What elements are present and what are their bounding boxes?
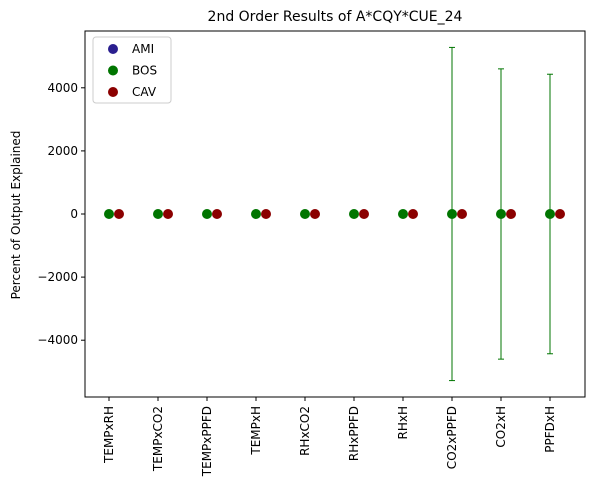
data-point-bos bbox=[545, 209, 555, 219]
y-tick-label: −2000 bbox=[37, 270, 78, 284]
x-tick-label: RHxH bbox=[396, 406, 410, 440]
x-tick-label: RHxCO2 bbox=[298, 406, 312, 456]
legend-label: BOS bbox=[132, 64, 157, 78]
data-point-bos bbox=[447, 209, 457, 219]
data-point-bos bbox=[104, 209, 114, 219]
x-tick-label: TEMPxRH bbox=[102, 406, 116, 464]
data-point-cav bbox=[457, 209, 467, 219]
data-point-cav bbox=[310, 209, 320, 219]
data-point-bos bbox=[202, 209, 212, 219]
y-tick-label: 4000 bbox=[47, 81, 78, 95]
y-axis-label: Percent of Output Explained bbox=[9, 131, 23, 300]
y-tick-label: 0 bbox=[70, 207, 78, 221]
chart-title: 2nd Order Results of A*CQY*CUE_24 bbox=[208, 9, 463, 25]
data-point-cav bbox=[212, 209, 222, 219]
y-tick-label: 2000 bbox=[47, 144, 78, 158]
x-tick-label: RHxPPFD bbox=[347, 406, 361, 461]
legend-marker-ami bbox=[108, 44, 118, 54]
data-point-bos bbox=[349, 209, 359, 219]
x-tick-label: CO2xH bbox=[494, 406, 508, 448]
x-tick-label: TEMPxCO2 bbox=[151, 406, 165, 472]
legend: AMI BOS CAV bbox=[92, 36, 172, 104]
data-point-cav bbox=[555, 209, 565, 219]
legend-label: AMI bbox=[132, 42, 154, 56]
data-point-cav bbox=[114, 209, 124, 219]
plot-area bbox=[104, 46, 565, 382]
data-point-cav bbox=[163, 209, 173, 219]
data-point-bos bbox=[300, 209, 310, 219]
data-point-bos bbox=[496, 209, 506, 219]
x-tick-label: CO2xPPFD bbox=[445, 406, 459, 469]
x-tick-label: PPFDxH bbox=[543, 406, 557, 453]
y-tick-label: −4000 bbox=[37, 333, 78, 347]
x-tick-label: TEMPxPPFD bbox=[200, 406, 214, 477]
legend-label: CAV bbox=[132, 85, 157, 99]
data-point-bos bbox=[398, 209, 408, 219]
legend-marker-bos bbox=[108, 65, 118, 76]
data-point-bos bbox=[251, 209, 261, 219]
data-point-cav bbox=[261, 209, 271, 219]
data-point-cav bbox=[506, 209, 516, 219]
x-tick-label: TEMPxH bbox=[249, 406, 263, 456]
data-point-cav bbox=[408, 209, 418, 219]
legend-marker-cav bbox=[108, 87, 118, 97]
data-point-bos bbox=[153, 209, 163, 219]
data-point-cav bbox=[359, 209, 369, 219]
